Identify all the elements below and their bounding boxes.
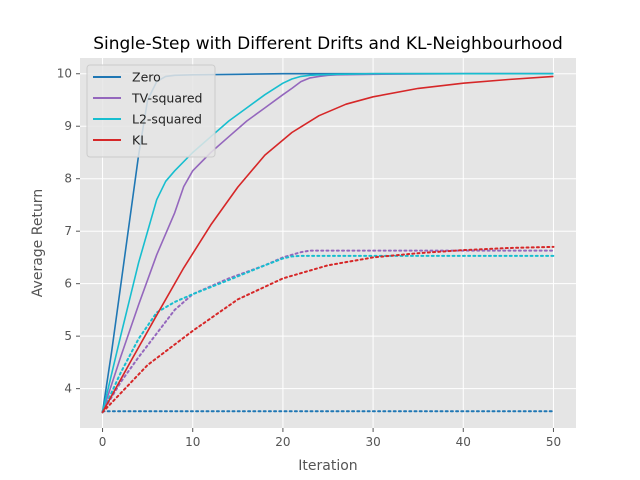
y-tick-label: 10 (57, 67, 72, 81)
y-tick-label: 6 (64, 277, 72, 291)
chart-title: Single-Step with Different Drifts and KL… (93, 34, 563, 54)
x-axis-label: Iteration (298, 458, 357, 474)
unlabeled-dotted-series-line (101, 254, 555, 414)
x-tick-label: 40 (456, 435, 471, 449)
series-layer (101, 72, 555, 414)
y-tick-label: 4 (64, 382, 72, 396)
legend-label: L2-squared (132, 112, 202, 127)
x-tick-label: 0 (99, 435, 107, 449)
y-tick-label: 8 (64, 172, 72, 186)
y-tick-label: 7 (64, 224, 72, 238)
legend-label: Zero (132, 70, 161, 85)
kl-solid-series-line (101, 75, 554, 413)
legend: Zero TV-squared L2-squared KL (86, 64, 216, 158)
x-tick-label: 10 (185, 435, 200, 449)
y-tick-label: 5 (64, 329, 72, 343)
axis-ticks: 0 10 20 30 40 50 4 5 6 7 8 9 10 (57, 67, 561, 449)
y-axis-label: Average Return (30, 189, 46, 297)
legend-label: KL (132, 133, 147, 148)
unlabeled-dotted-series-line (101, 245, 555, 414)
legend-box (86, 64, 216, 158)
x-tick-label: 30 (365, 435, 380, 449)
y-tick-label: 9 (64, 119, 72, 133)
legend-label: TV-squared (131, 91, 202, 106)
x-tick-label: 50 (546, 435, 561, 449)
x-tick-label: 20 (275, 435, 290, 449)
l2-squared-solid-series-line (101, 72, 554, 413)
